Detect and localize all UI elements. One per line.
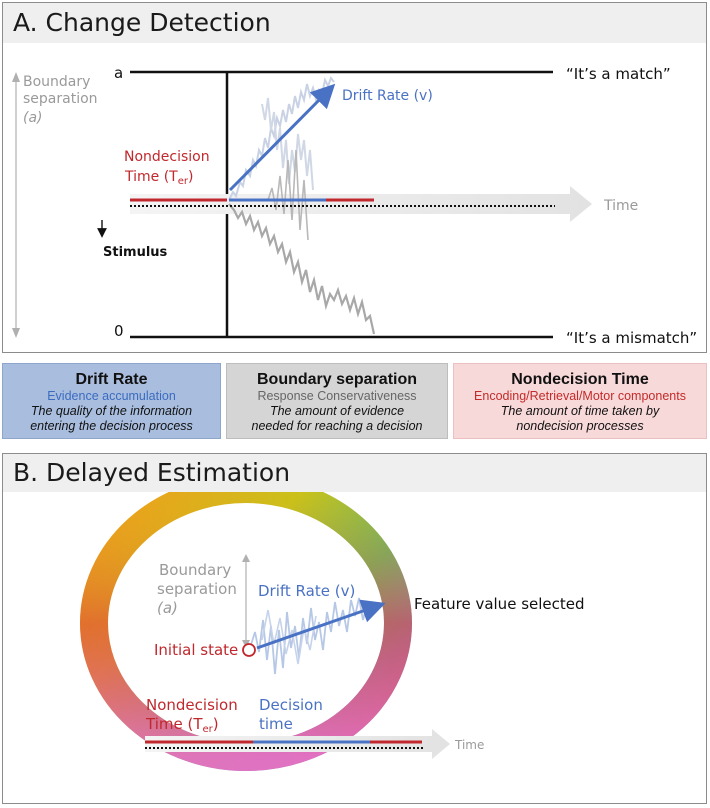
trace-mismatch-2 bbox=[267, 149, 309, 241]
box-subheading: Evidence accumulation bbox=[47, 389, 176, 403]
boundary-label-b: separation bbox=[157, 580, 237, 598]
drift-rate-box: Drift Rate Evidence accumulation The qua… bbox=[2, 363, 221, 439]
time-label: Time bbox=[603, 198, 638, 214]
upper-bound-label: a bbox=[114, 64, 123, 82]
decision-label-b: Decision bbox=[259, 696, 323, 714]
nondecision-label: Nondecision bbox=[124, 149, 210, 165]
box-heading: Nondecision Time bbox=[511, 371, 649, 388]
lower-bound-label: 0 bbox=[114, 322, 124, 340]
drift-label-b: Drift Rate (v) bbox=[258, 582, 355, 600]
time-label-b: Time bbox=[454, 738, 484, 752]
box-description: needed for reaching a decision bbox=[251, 419, 423, 433]
boundary-label: Boundary bbox=[23, 74, 90, 90]
feature-label: Feature value selected bbox=[414, 595, 585, 613]
trace-mismatch bbox=[228, 203, 376, 335]
drift-rate-arrow bbox=[228, 83, 336, 192]
mismatch-label: “It’s a mismatch” bbox=[566, 329, 697, 347]
stimulus-label: Stimulus bbox=[103, 245, 168, 260]
box-description: The amount of evidence bbox=[269, 404, 405, 418]
boundary-label: separation bbox=[23, 91, 98, 107]
initial-state-marker bbox=[242, 643, 256, 657]
panel-title: A. Change Detection bbox=[3, 3, 706, 43]
drift-label: Drift Rate (v) bbox=[342, 88, 433, 104]
boundary-label: (a) bbox=[23, 110, 43, 126]
nondecision-label: Time (T bbox=[124, 169, 178, 185]
nondecision-subscript-b: er bbox=[203, 724, 214, 735]
match-label: “It’s a match” bbox=[566, 65, 671, 83]
panel-change-detection: A. Change Detection bbox=[2, 2, 707, 353]
drift-rate-arrow-b bbox=[256, 599, 386, 650]
svg-text:Time (Ter): Time (Ter) bbox=[145, 715, 219, 735]
boundary-separation-box: Boundary separation Response Conservativ… bbox=[226, 363, 448, 439]
nondecision-subscript: er bbox=[178, 176, 189, 187]
box-subheading: Response Conservativeness bbox=[257, 389, 417, 403]
time-arrow-b bbox=[145, 729, 450, 759]
panel-delayed-estimation: B. Delayed Estimation bbox=[2, 453, 707, 804]
box-description: entering the decision process bbox=[30, 419, 193, 433]
box-description: The quality of the information bbox=[30, 404, 193, 418]
time-arrow bbox=[130, 186, 592, 222]
decision-label-b: time bbox=[259, 715, 293, 733]
trace-b-2 bbox=[261, 609, 317, 665]
nondecision-time-box: Nondecision Time Encoding/Retrieval/Moto… bbox=[453, 363, 707, 439]
box-description: nondecision processes bbox=[516, 419, 644, 433]
initial-state-label: Initial state bbox=[154, 641, 238, 659]
boundary-label-b: Boundary bbox=[159, 561, 231, 579]
nondecision-label-b: Nondecision bbox=[146, 696, 238, 714]
nondecision-label-b: Time (T bbox=[145, 715, 203, 733]
panel-title: B. Delayed Estimation bbox=[3, 454, 706, 492]
svg-text:Time (Ter): Time (Ter) bbox=[124, 169, 193, 187]
box-subheading: Encoding/Retrieval/Motor components bbox=[474, 389, 686, 403]
box-description: The amount of time taken by bbox=[500, 404, 660, 418]
boundary-label-b: (a) bbox=[157, 599, 178, 617]
box-heading: Drift Rate bbox=[75, 371, 148, 388]
box-heading: Boundary separation bbox=[256, 371, 418, 388]
